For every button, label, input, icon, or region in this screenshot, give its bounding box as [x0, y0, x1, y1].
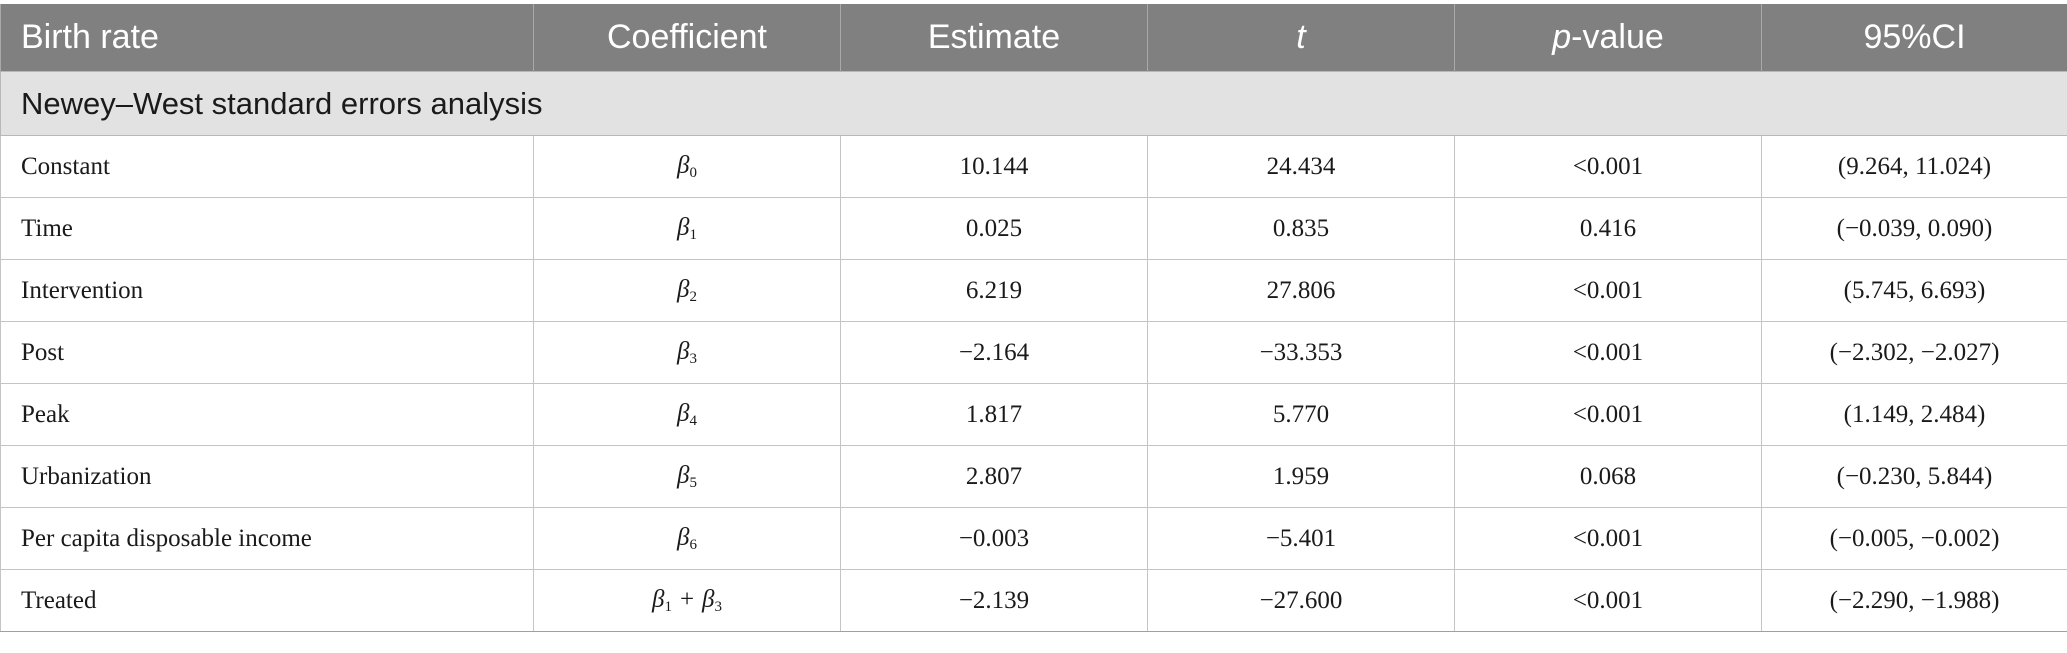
row-p-value: <0.001	[1454, 569, 1762, 632]
row-name: Intervention	[0, 259, 534, 322]
beta-subscript: 2	[689, 288, 697, 305]
row-p-value: <0.001	[1454, 507, 1762, 570]
row-coefficient: β5	[533, 445, 841, 508]
row-p-value: 0.068	[1454, 445, 1762, 508]
regression-results-table: Birth rate Coefficient Estimate t p-valu…	[0, 4, 2067, 632]
row-t: 5.770	[1147, 383, 1455, 446]
beta-symbol: β	[702, 585, 715, 613]
row-estimate: 6.219	[840, 259, 1148, 322]
beta-symbol: β	[651, 585, 665, 613]
row-p-value: <0.001	[1454, 259, 1762, 322]
row-t: −27.600	[1147, 569, 1455, 632]
row-ci: (5.745, 6.693)	[1761, 259, 2067, 322]
row-coefficient: β1	[533, 197, 841, 260]
row-p-value: <0.001	[1454, 383, 1762, 446]
row-estimate: 1.817	[840, 383, 1148, 446]
table-row: Time β1 0.025 0.835 0.416 (−0.039, 0.090…	[0, 197, 2067, 260]
row-ci: (−2.302, −2.027)	[1761, 321, 2067, 384]
row-t: −5.401	[1147, 507, 1455, 570]
table-row: Urbanization β5 2.807 1.959 0.068 (−0.23…	[0, 445, 2067, 508]
row-ci: (−2.290, −1.988)	[1761, 569, 2067, 632]
beta-subscript: 0	[689, 164, 697, 181]
row-ci: (1.149, 2.484)	[1761, 383, 2067, 446]
row-name: Post	[0, 321, 534, 384]
table-row: Per capita disposable income β6 −0.003 −…	[0, 507, 2067, 570]
header-p-value: p-value	[1454, 4, 1762, 72]
row-ci: (9.264, 11.024)	[1761, 135, 2067, 198]
table-container: Birth rate Coefficient Estimate t p-valu…	[0, 4, 2067, 632]
row-name: Peak	[0, 383, 534, 446]
row-coefficient: β6	[533, 507, 841, 570]
header-estimate: Estimate	[840, 4, 1148, 72]
table-row: Peak β4 1.817 5.770 <0.001 (1.149, 2.484…	[0, 383, 2067, 446]
beta-subscript: 5	[689, 474, 697, 491]
beta-subscript: 6	[689, 536, 697, 553]
row-coefficient: β1 + β3	[533, 569, 841, 632]
row-t: 1.959	[1147, 445, 1455, 508]
table-row: Post β3 −2.164 −33.353 <0.001 (−2.302, −…	[0, 321, 2067, 384]
header-95ci: 95%CI	[1761, 4, 2067, 72]
beta-symbol: β	[677, 213, 690, 241]
header-p-rest: -value	[1571, 18, 1664, 56]
row-t: 27.806	[1147, 259, 1455, 322]
row-coefficient: β0	[533, 135, 841, 198]
header-row: Birth rate Coefficient Estimate t p-valu…	[0, 4, 2067, 72]
beta-subscript: 1	[689, 226, 697, 243]
row-estimate: 2.807	[840, 445, 1148, 508]
beta-symbol: β	[677, 337, 690, 365]
row-t: −33.353	[1147, 321, 1455, 384]
row-coefficient: β4	[533, 383, 841, 446]
row-coefficient: β2	[533, 259, 841, 322]
row-coefficient: β3	[533, 321, 841, 384]
beta-symbol: β	[677, 461, 690, 489]
row-estimate: −0.003	[840, 507, 1148, 570]
section-label: Newey–West standard errors analysis	[0, 71, 2067, 136]
row-name: Time	[0, 197, 534, 260]
row-p-value: 0.416	[1454, 197, 1762, 260]
row-name: Per capita disposable income	[0, 507, 534, 570]
row-p-value: <0.001	[1454, 135, 1762, 198]
beta-subscript: 1	[664, 598, 672, 615]
table-row: Intervention β2 6.219 27.806 <0.001 (5.7…	[0, 259, 2067, 322]
row-name: Treated	[0, 569, 534, 632]
header-t-label: t	[1296, 18, 1306, 56]
row-estimate: −2.164	[840, 321, 1148, 384]
section-row: Newey–West standard errors analysis	[0, 71, 2067, 136]
beta-subscript: 3	[714, 598, 723, 615]
row-name: Urbanization	[0, 445, 534, 508]
row-t: 24.434	[1147, 135, 1455, 198]
beta-symbol: β	[677, 151, 690, 179]
row-t: 0.835	[1147, 197, 1455, 260]
beta-symbol: β	[677, 275, 690, 303]
row-estimate: 0.025	[840, 197, 1148, 260]
header-p-italic: p	[1552, 18, 1572, 56]
beta-subscript: 4	[689, 412, 697, 429]
row-p-value: <0.001	[1454, 321, 1762, 384]
header-t: t	[1147, 4, 1455, 72]
beta-symbol: β	[677, 399, 690, 427]
header-coefficient: Coefficient	[533, 4, 841, 72]
row-estimate: 10.144	[840, 135, 1148, 198]
row-ci: (−0.039, 0.090)	[1761, 197, 2067, 260]
beta-subscript: 3	[689, 350, 697, 367]
table-row-treated: Treated β1 + β3 −2.139 −27.600 <0.001 (−2.…	[0, 569, 2067, 632]
row-name: Constant	[0, 135, 534, 198]
table-row: Constant β0 10.144 24.434 <0.001 (9.264,…	[0, 135, 2067, 198]
plus-operator: +	[679, 585, 695, 613]
row-ci: (−0.230, 5.844)	[1761, 445, 2067, 508]
row-ci: (−0.005, −0.002)	[1761, 507, 2067, 570]
beta-symbol: β	[677, 523, 690, 551]
header-birth-rate: Birth rate	[0, 4, 534, 72]
row-estimate: −2.139	[840, 569, 1148, 632]
